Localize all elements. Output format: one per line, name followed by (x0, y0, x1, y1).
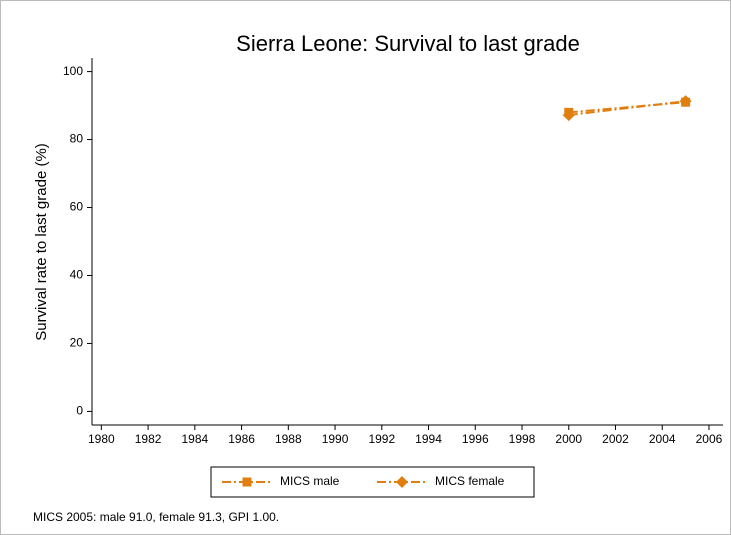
x-tick-label: 2000 (555, 432, 582, 446)
x-tick-label: 1996 (462, 432, 489, 446)
legend-label: MICS male (280, 474, 340, 488)
x-tick-label: 1992 (368, 432, 395, 446)
x-tick-label: 2002 (602, 432, 629, 446)
y-tick-label: 20 (70, 336, 84, 350)
note: MICS 2005: male 91.0, female 91.3, GPI 1… (33, 510, 279, 524)
x-tick-label: 2004 (649, 432, 676, 446)
x-tick-label: 1986 (228, 432, 255, 446)
x-tick-label: 1982 (135, 432, 162, 446)
x-tick-label: 1990 (322, 432, 349, 446)
x-tick-label: 1998 (509, 432, 536, 446)
y-tick-label: 60 (70, 200, 84, 214)
series-line (568, 100, 686, 117)
marker (562, 109, 575, 122)
legend-marker (396, 476, 408, 488)
x-tick-label: 1988 (275, 432, 302, 446)
y-tick-label: 40 (70, 268, 84, 282)
chart-title: Sierra Leone: Survival to last grade (236, 31, 580, 56)
x-tick-label: 1994 (415, 432, 442, 446)
x-tick-label: 1980 (88, 432, 115, 446)
marker (679, 95, 692, 108)
x-tick-label: 2006 (696, 432, 723, 446)
y-tick-label: 100 (63, 64, 83, 78)
legend-label: MICS female (435, 474, 505, 488)
y-axis-label: Survival rate to last grade (%) (33, 143, 50, 341)
legend-marker (242, 477, 252, 487)
x-tick-label: 1984 (181, 432, 208, 446)
y-tick-label: 80 (70, 132, 84, 146)
y-tick-label: 0 (76, 404, 83, 418)
